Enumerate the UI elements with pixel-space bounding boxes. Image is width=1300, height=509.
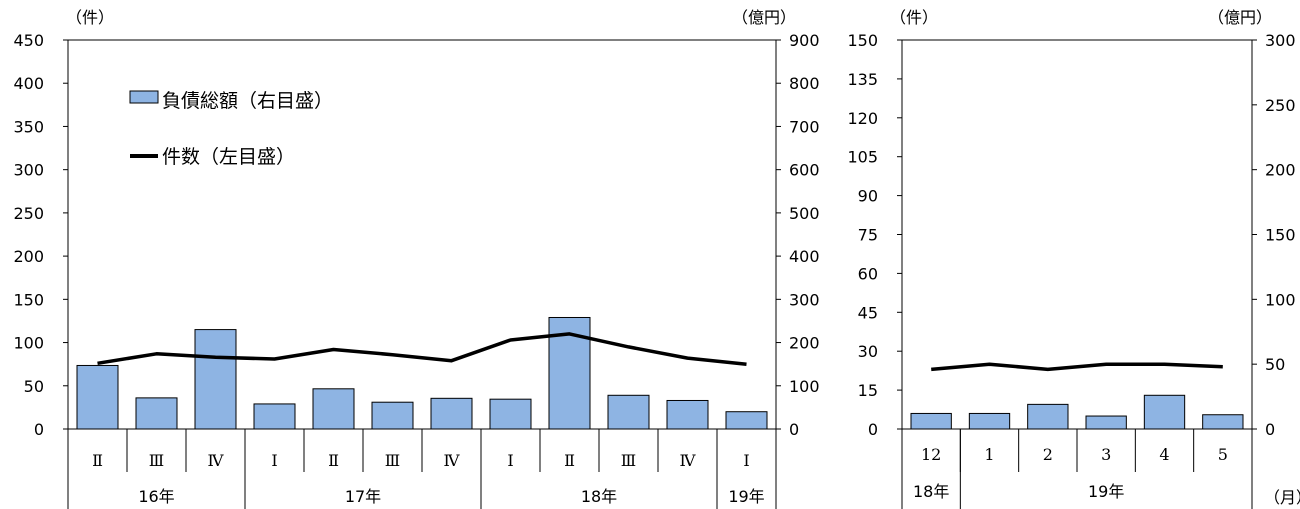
right-axis-tick-label: 100 [1265,290,1296,309]
bar [253,403,296,430]
quarterly-chart: 0 50 100 150 200 250 300 350 400 450 0 100 200 300 400… [13,8,820,509]
count-line [97,332,747,366]
year-label: 19年 [728,487,764,506]
left-axis-tick-label: 105 [847,148,878,167]
bar [430,397,473,430]
left-axis-unit: （件） [66,8,114,27]
category-label: Ⅱ [92,451,103,470]
right-axis-tick-label: 200 [1265,161,1296,180]
right-axis-tick-label: 0 [1265,420,1275,439]
category-label: Ⅳ [680,451,697,470]
left-axis-tick-label: 75 [858,226,878,245]
legend-bar-label: 負債総額（右目盛） [162,90,333,112]
bar [135,397,178,430]
left-axis-tick-label: 50 [24,377,44,396]
bar [76,364,119,430]
left-axis-tick-label: 135 [847,70,878,89]
category-label: Ⅲ [385,451,400,470]
left-axis-tick-label: 450 [13,31,44,50]
left-axis-tick-label: 250 [13,204,44,223]
category-label: Ⅱ [564,451,575,470]
category-label: Ⅲ [149,451,164,470]
bar [968,412,1011,430]
category-label: 12 [921,445,941,464]
category-label: 1 [984,445,994,464]
category-label: Ⅰ [271,451,277,470]
left-axis-tick-label: 90 [858,187,878,206]
right-axis-tick-label: 500 [789,204,820,223]
category-label: Ⅰ [743,451,749,470]
bar [194,329,237,430]
left-axis-tick-label: 120 [847,109,878,128]
year-label: 18年 [581,487,617,506]
year-label: 18年 [913,482,949,501]
category-label: Ⅳ [444,451,461,470]
bar [1027,403,1069,430]
legend-bar-swatch [129,90,159,104]
right-axis-tick-label: 400 [789,247,820,266]
left-axis-tick-label: 150 [847,31,878,50]
right-axis-tick-label: 900 [789,31,820,50]
legend-line-label: 件数（左目盛） [162,146,295,168]
bar [1085,415,1127,430]
right-axis-unit: （億円） [1208,8,1272,27]
category-label: Ⅰ [507,451,513,470]
left-axis-tick-label: 400 [13,74,44,93]
year-label: 19年 [1088,482,1124,501]
right-axis-tick-label: 700 [789,117,820,136]
category-label: 2 [1043,445,1053,464]
bar [1143,394,1186,430]
bar [371,401,414,430]
monthly-chart: 0153045607590105120135150050100150200250… [847,8,1300,509]
year-label: 17年 [345,487,381,506]
count-line [931,362,1223,372]
right-axis-tick-label: 250 [1265,96,1296,115]
left-axis-tick-label: 100 [13,334,44,353]
bar [607,394,650,430]
right-axis-tick-label: 300 [1265,31,1296,50]
category-label: 5 [1218,445,1228,464]
bar [666,399,709,430]
right-axis-unit: （億円） [732,8,796,27]
category-label: Ⅳ [208,451,225,470]
bar [489,398,532,430]
right-axis-tick-label: 0 [789,420,799,439]
right-axis-tick-label: 300 [789,290,820,309]
right-axis-tick-label: 200 [789,334,820,353]
category-label: 4 [1159,445,1169,464]
left-axis-tick-label: 300 [13,161,44,180]
category-label: 3 [1101,445,1111,464]
bar [312,388,355,430]
left-axis-tick-label: 350 [13,117,44,136]
bar [1202,414,1244,430]
year-label: 16年 [138,487,174,506]
left-axis-unit: （件） [890,8,938,27]
month-unit: （月） [1264,488,1300,507]
left-axis-tick-label: 45 [858,303,878,322]
category-label: Ⅱ [328,451,339,470]
right-axis-tick-label: 800 [789,74,820,93]
bar [910,412,952,430]
right-axis-tick-label: 100 [789,377,820,396]
left-axis-tick-label: 200 [13,247,44,266]
bar [725,411,768,430]
left-axis-tick-label: 60 [858,264,878,283]
right-axis-tick-label: 50 [1265,355,1285,374]
left-axis-tick-label: 15 [858,381,878,400]
left-axis-tick-label: 0 [868,420,878,439]
right-axis-tick-label: 600 [789,161,820,180]
left-axis-tick-label: 0 [34,420,44,439]
left-axis-tick-label: 150 [13,290,44,309]
category-label: Ⅲ [621,451,636,470]
right-axis-tick-label: 150 [1265,226,1296,245]
left-axis-tick-label: 30 [858,342,878,361]
